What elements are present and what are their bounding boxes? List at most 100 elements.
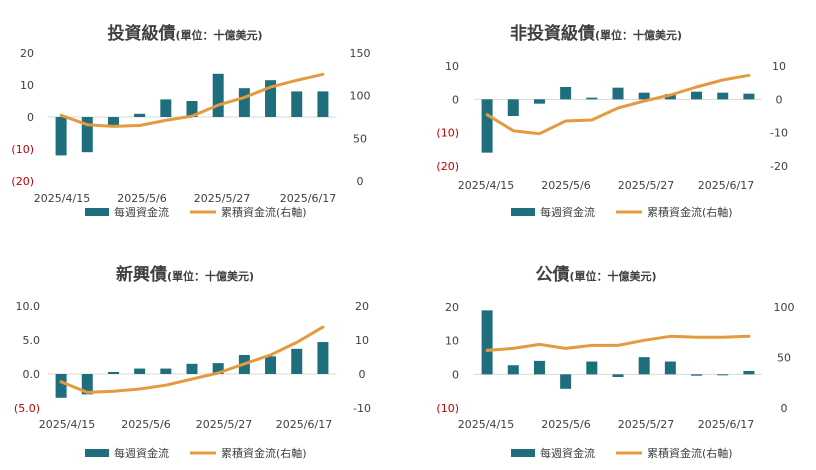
x-axis-tick: 2025/5/6 [541, 418, 590, 431]
weekly-flow-bar [560, 87, 572, 100]
weekly-flow-bar [507, 99, 519, 116]
right-axis-tick: -20 [770, 160, 788, 173]
legend: 每週資金流 累積資金流(右軸) [511, 446, 733, 460]
weekly-flow-bar [212, 73, 224, 117]
weekly-flow-bar [533, 99, 545, 104]
weekly-flow-bar [743, 370, 755, 375]
left-axis-tick: 10.0 [16, 300, 41, 313]
chart-title-unit: (單位：十億美元) [167, 269, 254, 283]
x-axis-tick: 2025/5/27 [196, 418, 252, 431]
x-axis-tick: 2025/4/15 [34, 192, 90, 205]
weekly-flow-bar [481, 99, 493, 153]
right-axis-tick: -10 [353, 402, 371, 415]
legend-bar-label: 每週資金流 [114, 205, 169, 219]
weekly-flow-bar [743, 93, 755, 100]
right-axis-tick: 0 [357, 175, 364, 188]
left-axis-tick: 0 [27, 111, 34, 124]
right-axis-tick: 10 [772, 60, 786, 73]
chart-panel-3: 新興債(單位：十億美元) 10.0 5.0 0.0 (5.0) 20 10 0 -10 2025/… [14, 264, 371, 460]
chart-title-text: 公債 [535, 264, 569, 285]
weekly-flow-bar [612, 374, 624, 378]
weekly-flow-bar [55, 374, 67, 398]
x-axis-tick: 2025/5/27 [618, 418, 674, 431]
weekly-flow-bar [638, 92, 650, 100]
legend: 每週資金流 累積資金流(右軸) [85, 205, 307, 219]
weekly-flow-bar [160, 99, 172, 117]
legend-bar-swatch [511, 208, 535, 216]
chart-title-text: 非投資級債 [510, 23, 595, 44]
weekly-flow-bar [160, 368, 172, 374]
chart-title: 公債(單位：十億美元) [535, 264, 656, 285]
x-axis-tick: 2025/6/17 [698, 418, 754, 431]
weekly-flow-bar [317, 91, 329, 117]
weekly-flow-bar [717, 374, 729, 376]
x-axis-tick: 2025/5/6 [121, 418, 170, 431]
weekly-flow-bar [717, 92, 729, 100]
weekly-flow-bar [212, 363, 224, 374]
left-axis-tick: (20) [436, 160, 459, 173]
chart-title-unit: (單位：十億美元) [595, 28, 682, 42]
x-axis-tick: 2025/4/15 [458, 418, 514, 431]
weekly-flow-bar [664, 361, 676, 375]
weekly-flow-bar [134, 113, 146, 117]
left-axis-tick: 10 [445, 60, 459, 73]
left-axis-tick: (10) [11, 143, 34, 156]
right-axis-tick: 0 [359, 368, 366, 381]
legend-bar-label: 每週資金流 [114, 446, 169, 460]
legend-bar-swatch [85, 208, 109, 216]
chart-title-text: 投資級債 [107, 23, 175, 44]
left-axis-tick: (10) [436, 402, 459, 415]
left-axis-tick: 0 [452, 368, 459, 381]
right-axis-tick: 10 [355, 334, 369, 347]
cumulative-flow-line [59, 325, 325, 394]
chart-panel-1: 投資級債(單位：十億美元)20100(10)(20)1501005002025/… [11, 23, 370, 219]
weekly-flow-bar [291, 91, 303, 117]
left-axis-tick: (10) [436, 127, 459, 140]
legend-line-label: 累積資金流(右軸) [647, 205, 733, 219]
weekly-flow-bar [186, 363, 198, 374]
right-axis-tick: 0 [781, 402, 788, 415]
cumulative-flow-line [485, 73, 751, 136]
left-axis-tick: 0.0 [23, 368, 41, 381]
cumulative-flow-line [485, 334, 751, 352]
left-axis-tick: 20 [445, 301, 459, 314]
legend: 每週資金流 累積資金流(右軸) [511, 205, 733, 219]
chart-title: 非投資級債(單位：十億美元) [510, 23, 682, 44]
chart-title-text: 新興債 [116, 264, 167, 285]
legend-bar-label: 每週資金流 [540, 205, 595, 219]
x-axis-tick: 2025/5/27 [618, 179, 674, 192]
left-axis-tick: (5.0) [14, 402, 40, 415]
weekly-flow-bar [107, 371, 119, 374]
legend-bar-swatch [85, 449, 109, 457]
x-axis-tick: 2025/6/17 [276, 418, 332, 431]
weekly-flow-bar [317, 342, 329, 374]
legend: 每週資金流 累積資金流(右軸) [85, 446, 307, 460]
left-axis-tick: 10 [445, 335, 459, 348]
legend-line-label: 累積資金流(右軸) [647, 446, 733, 460]
left-axis-tick: 0 [452, 93, 459, 106]
weekly-flow-bar [481, 310, 493, 375]
right-axis-tick: 100 [774, 301, 795, 314]
left-axis-tick: 5.0 [23, 334, 41, 347]
weekly-flow-bar [691, 91, 703, 100]
x-axis-tick: 2025/6/17 [698, 179, 754, 192]
weekly-flow-bar [612, 87, 624, 100]
weekly-flow-bar [586, 97, 598, 100]
cumulative-flow-line [59, 72, 325, 128]
weekly-flow-bar [186, 101, 198, 117]
weekly-flow-bar [691, 374, 703, 376]
right-axis-tick: 20 [355, 300, 369, 313]
weekly-flow-bar [586, 361, 598, 375]
weekly-flow-bar [560, 374, 572, 389]
left-axis-tick: (20) [11, 175, 34, 188]
chart-title-unit: (單位：十億美元) [569, 269, 656, 283]
right-axis-tick: 50 [353, 132, 367, 145]
left-axis-tick: 20 [20, 47, 34, 60]
chart-title: 新興債(單位：十億美元) [116, 264, 254, 285]
right-axis-tick: -10 [770, 127, 788, 140]
weekly-flow-bar [533, 360, 545, 375]
right-axis-tick: 100 [350, 90, 371, 103]
weekly-flow-bar [81, 374, 93, 395]
